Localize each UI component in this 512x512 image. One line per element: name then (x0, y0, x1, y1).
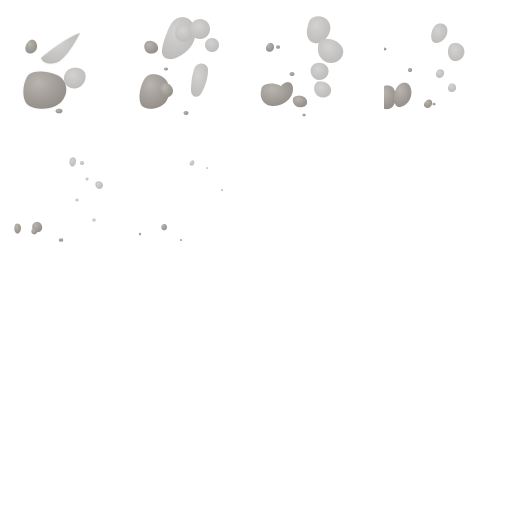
smoke-puff-frame-5 (14, 157, 103, 242)
sprite-frame-16 (384, 384, 512, 512)
sprite-frame-13 (0, 384, 128, 512)
sprite-frame-1 (0, 0, 128, 128)
sprite-frame-11 (256, 256, 384, 384)
sprite-frame-15 (256, 384, 384, 512)
sprite-frame-7 (256, 128, 384, 256)
smoke-puff-frame-6 (138, 160, 224, 241)
sprite-frame-8 (384, 128, 512, 256)
sprite-frame-3 (256, 0, 384, 128)
sprite-frame-2 (128, 0, 256, 128)
sprite-frame-9 (0, 256, 128, 384)
smoke-puff-frame-2 (139, 17, 219, 115)
sprite-frame-14 (128, 384, 256, 512)
sprite-frame-10 (128, 256, 256, 384)
sprite-frame-5 (0, 128, 128, 256)
smoke-puff-frame-4 (384, 23, 465, 110)
smoke-puff-frame-3 (260, 16, 344, 117)
sprite-frame-6 (128, 128, 256, 256)
smoke-puff-frame-1 (23, 33, 86, 114)
sprite-frame-4 (384, 0, 512, 128)
sprite-frame-12 (384, 256, 512, 384)
